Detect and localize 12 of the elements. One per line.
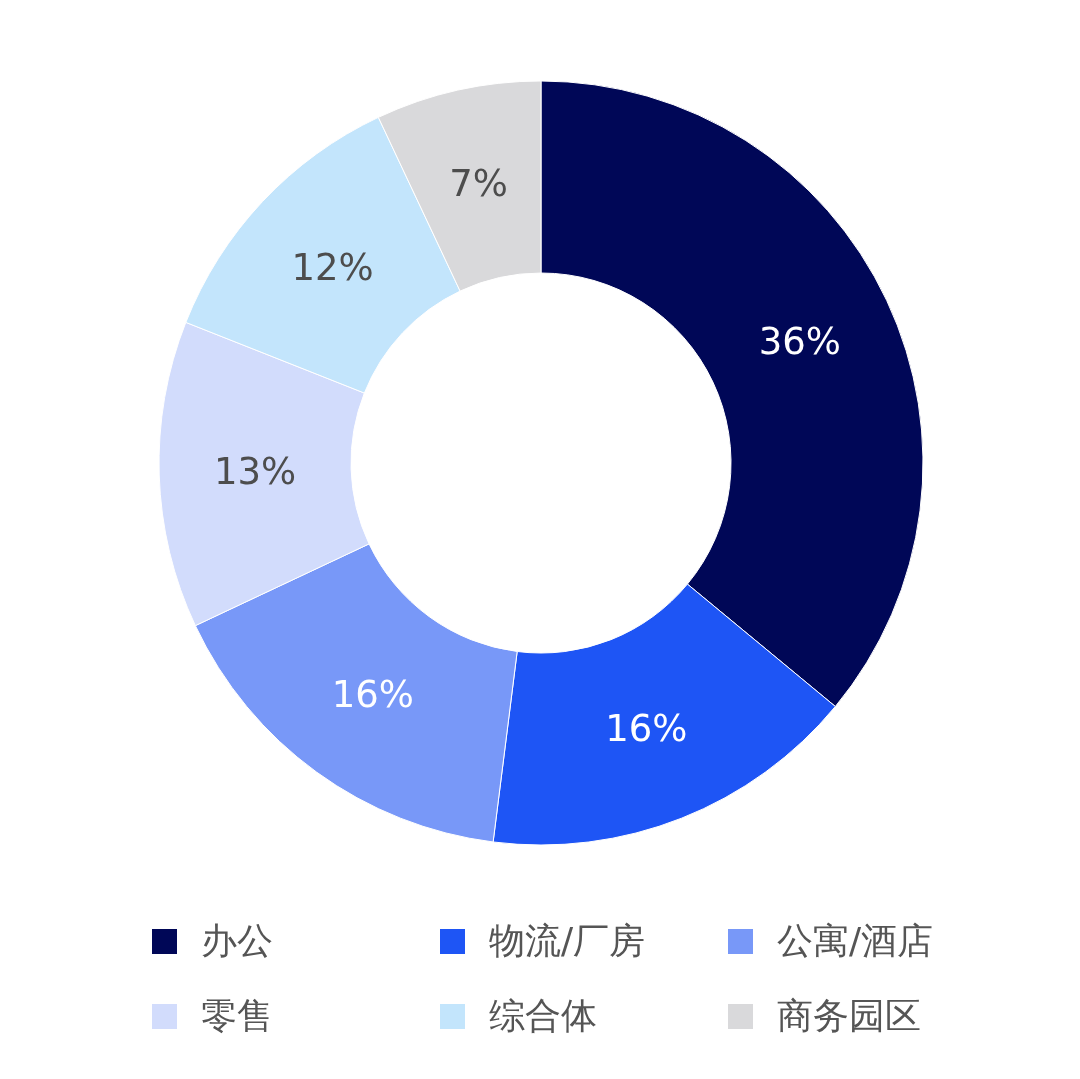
legend-label: 办公	[201, 919, 273, 963]
legend-label: 公寓/酒店	[777, 919, 934, 963]
data-label: 12%	[291, 245, 374, 289]
legend-label: 零售	[201, 994, 273, 1038]
legend-label: 物流/厂房	[489, 919, 646, 963]
data-label: 13%	[214, 450, 297, 494]
data-label: 7%	[449, 162, 508, 206]
data-label: 36%	[758, 319, 841, 363]
data-label: 16%	[605, 707, 688, 751]
legend-label: 综合体	[489, 994, 597, 1038]
legend-label: 商务园区	[777, 994, 921, 1038]
data-label: 16%	[331, 672, 415, 716]
